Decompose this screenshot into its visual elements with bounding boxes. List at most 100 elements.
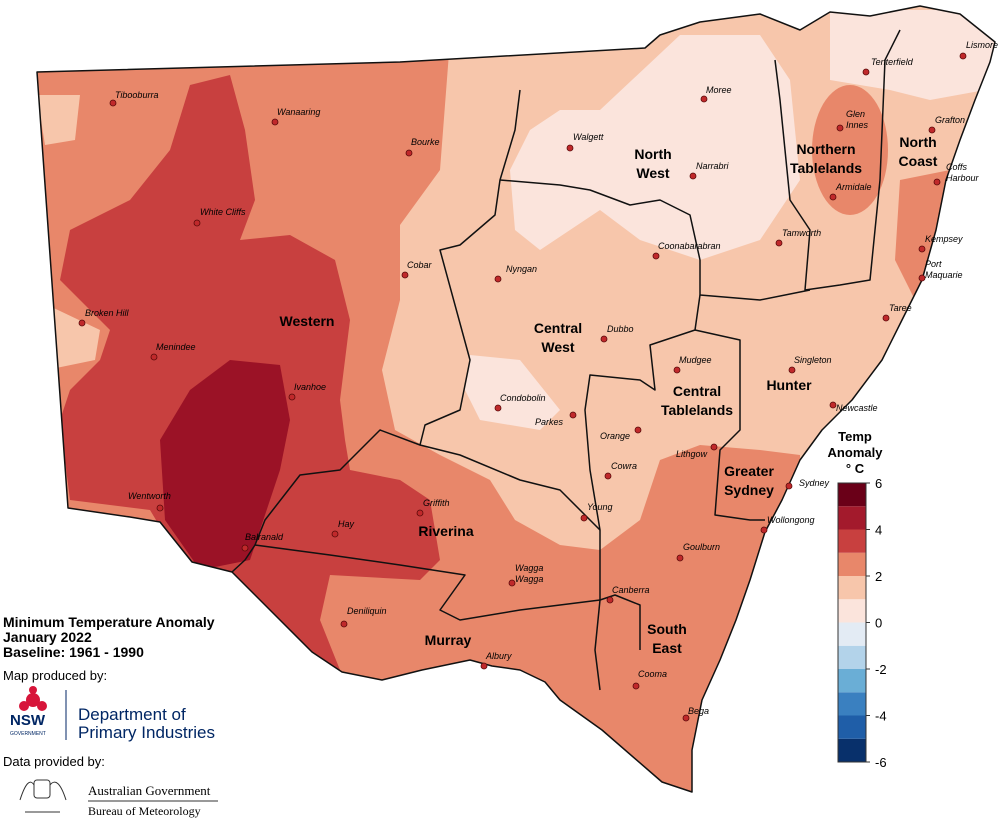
town-label: Glen [846,109,865,119]
town-label: Mudgee [679,355,712,365]
legend-swatch [838,622,866,646]
town-label: Port [925,259,942,269]
legend-tick-label: 0 [875,616,882,631]
town-dot [632,682,640,690]
town-label: Griffith [423,498,450,508]
town-label: Taree [889,303,912,313]
town-dot [918,245,926,253]
town-dot [150,353,158,361]
title-line: Baseline: 1961 - 1990 [3,644,144,660]
town-dot [918,274,926,282]
town-dot [331,530,339,538]
town-dot [933,178,941,186]
credit-text: Map produced by: [3,668,107,683]
town-label: Albury [485,651,512,661]
region-label: North [634,146,671,162]
region-label: West [636,165,670,181]
town-label: Dubbo [607,324,634,334]
town-dot [600,335,608,343]
town-dot [775,239,783,247]
town-label: Wagga [515,563,543,573]
town-dot [340,620,348,628]
region-labels: Western North West Northern Tablelands North C… [280,134,938,656]
credit-text: Data provided by: [3,754,105,769]
crest-icon [19,779,67,813]
town-label: Broken Hill [85,308,130,318]
town-dot [882,314,890,322]
town-dot [193,219,201,227]
town-label: Cooma [638,669,667,679]
region-label: Western [280,313,335,329]
legend-tick-label: 6 [875,476,882,491]
town-dot [673,366,681,374]
region-label: West [541,339,575,355]
legend-tick-label: -4 [875,709,887,724]
gov-text: Australian Government [88,783,211,798]
bom-text: Bureau of Meteorology [88,804,201,818]
town-dot [604,472,612,480]
town-label: Newcastle [836,403,878,413]
legend-tick-label: -2 [875,662,887,677]
town-label: Orange [600,431,630,441]
town-dot [566,144,574,152]
region-label: Hunter [766,377,812,393]
town-label: Narrabri [696,161,730,171]
town-dot [788,366,796,374]
waratah-icon [19,686,47,711]
region-label: North [899,134,936,150]
town-label: Nyngan [506,264,537,274]
town-label: Deniliquin [347,606,387,616]
town-label: Young [587,502,613,512]
town-dot [836,124,844,132]
town-label: Wagga [515,574,543,584]
town-label: Canberra [612,585,650,595]
town-label: Bega [688,706,709,716]
region-label: South [647,621,687,637]
town-dot [652,252,660,260]
department-line: Department of [78,705,186,724]
town-dot [109,99,117,107]
town-dot [634,426,642,434]
town-label: Menindee [156,342,196,352]
town-label: Maquarie [925,270,963,280]
region-label: Murray [425,632,472,648]
title-line: January 2022 [3,629,92,645]
town-label: Innes [846,120,869,130]
town-dot [682,714,690,722]
region-label: East [652,640,682,656]
town-label: Lithgow [676,449,708,459]
region-label: Central [534,320,582,336]
town-label: Ivanhoe [294,382,326,392]
towns: Tibooburra Wanaaring Bourke White Cliffs Cob… [78,40,998,722]
region-label: Central [673,383,721,399]
town-label: White Cliffs [200,207,246,217]
region-label: Northern [796,141,855,157]
legend-swatch [838,692,866,716]
town-label: Singleton [794,355,832,365]
town-dot [401,271,409,279]
town-label: Lismore [966,40,998,50]
legend-swatch [838,552,866,576]
town-label: Walgett [573,132,604,142]
town-dot [862,68,870,76]
legend-tick-label: -6 [875,755,887,770]
town-dot [829,193,837,201]
legend-swatch [838,715,866,739]
legend-swatch [838,576,866,600]
town-label: Kempsey [925,234,963,244]
town-dot [689,172,697,180]
town-dot [405,149,413,157]
town-dot [480,662,488,670]
region-boundaries [231,29,901,691]
town-label: Wanaaring [277,107,320,117]
town-dot [959,52,967,60]
legend-title: ° C [846,461,865,476]
region-label: Sydney [724,482,774,498]
town-label: Condobolin [500,393,546,403]
town-dot [760,526,768,534]
legend-tick-label: 4 [875,523,882,538]
town-label: Cowra [611,461,637,471]
region-label: Tablelands [661,402,733,418]
legend-swatch [838,529,866,553]
